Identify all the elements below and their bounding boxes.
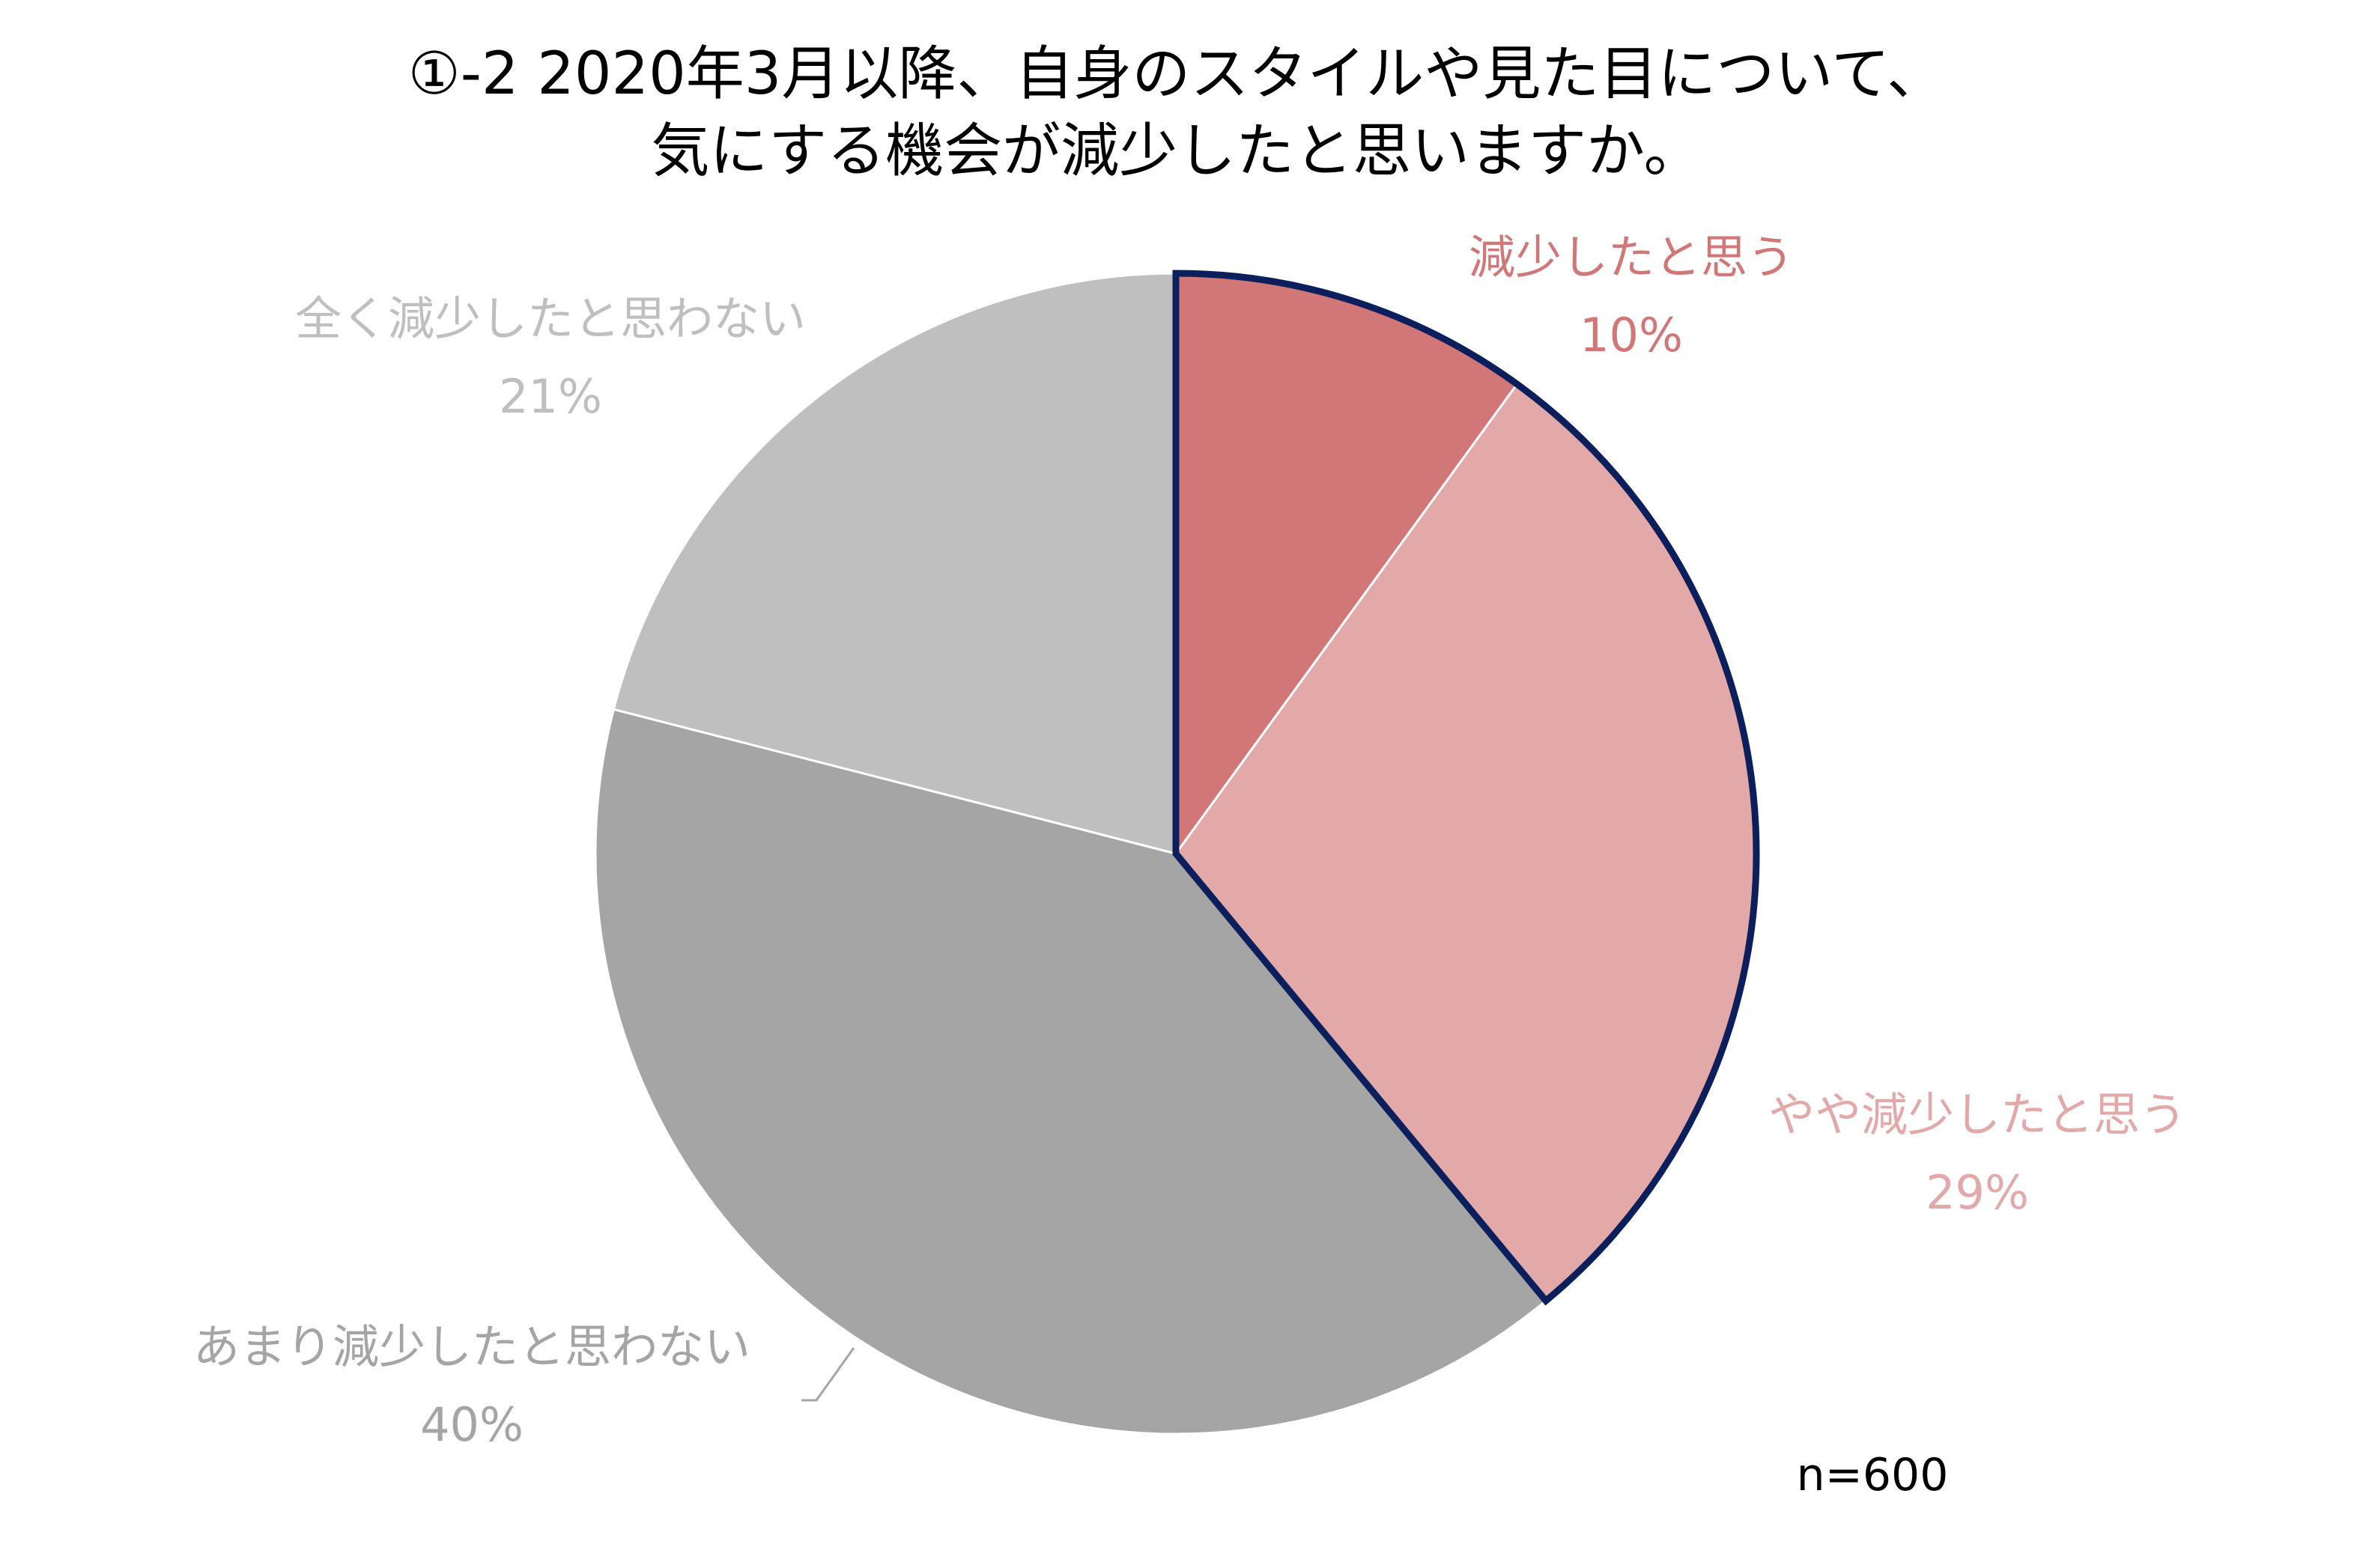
slice-value-label-3: 40% <box>420 1397 524 1452</box>
leader-lines <box>801 1347 855 1402</box>
pie-slices <box>594 272 1758 1435</box>
pie-slice-4 <box>612 272 1177 855</box>
slice-label-4: 全く減少したと思わない <box>295 291 806 346</box>
slice-labels: 減少したと思う 10% やや減少したと思う 29% あまり減少したと思わない 40% 全く減… <box>193 230 2186 1452</box>
leader-line-3 <box>801 1347 855 1402</box>
chart-title-line-2: 気にする機会が減少したと思いますか。 <box>651 118 1702 185</box>
slice-label-2: やや減少したと思う <box>1768 1087 2186 1142</box>
slice-label-1: 減少したと思う <box>1469 230 1794 285</box>
pie-slice-3 <box>594 708 1548 1435</box>
highlight-outline <box>1172 270 1760 1306</box>
highlight-border <box>1172 270 1760 1306</box>
slice-value-label-2: 29% <box>1926 1165 2029 1220</box>
slice-value-label-1: 10% <box>1580 308 1683 362</box>
slice-value-label-4: 21% <box>499 369 602 424</box>
slice-label-3: あまり減少したと思わない <box>193 1319 750 1374</box>
chart-title-line-1: ①-2 2020年3月以降、自身のスタイルや見た目について、 <box>408 40 1945 108</box>
sample-size-note: n=600 <box>1797 1449 1949 1501</box>
chart-title: ①-2 2020年3月以降、自身のスタイルや見た目について、 気にする機会が減少… <box>408 40 1945 185</box>
